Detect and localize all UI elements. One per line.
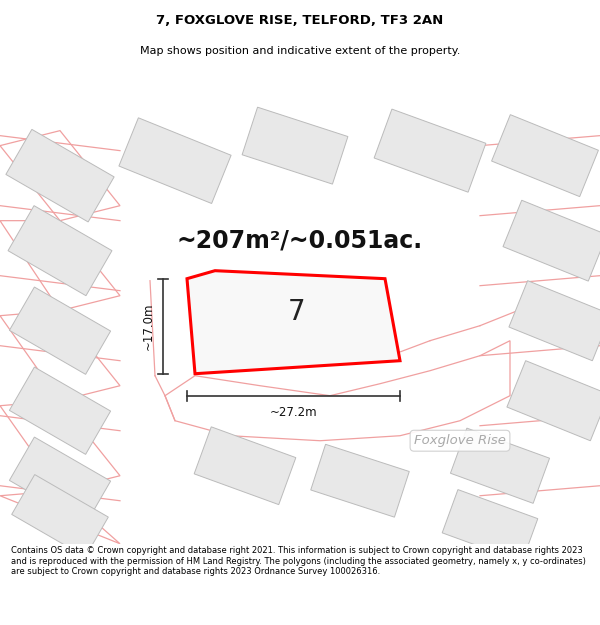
Polygon shape bbox=[187, 271, 400, 374]
Polygon shape bbox=[311, 444, 409, 517]
Text: ~17.0m: ~17.0m bbox=[142, 302, 155, 350]
Polygon shape bbox=[10, 287, 110, 374]
Text: Map shows position and indicative extent of the property.: Map shows position and indicative extent… bbox=[140, 46, 460, 56]
Polygon shape bbox=[10, 437, 110, 524]
Text: Contains OS data © Crown copyright and database right 2021. This information is : Contains OS data © Crown copyright and d… bbox=[11, 546, 586, 576]
Polygon shape bbox=[509, 281, 600, 361]
Polygon shape bbox=[11, 474, 109, 557]
Polygon shape bbox=[10, 367, 110, 454]
Text: 7, FOXGLOVE RISE, TELFORD, TF3 2AN: 7, FOXGLOVE RISE, TELFORD, TF3 2AN bbox=[157, 14, 443, 28]
Polygon shape bbox=[6, 129, 114, 222]
Polygon shape bbox=[242, 107, 348, 184]
Polygon shape bbox=[507, 361, 600, 441]
Polygon shape bbox=[451, 428, 550, 503]
Polygon shape bbox=[8, 206, 112, 296]
Polygon shape bbox=[119, 118, 231, 204]
Polygon shape bbox=[442, 489, 538, 562]
Polygon shape bbox=[194, 427, 296, 504]
Polygon shape bbox=[491, 114, 598, 197]
Polygon shape bbox=[374, 109, 486, 192]
Text: ~27.2m: ~27.2m bbox=[269, 406, 317, 419]
Text: ~207m²/~0.051ac.: ~207m²/~0.051ac. bbox=[177, 229, 423, 253]
Text: Foxglove Rise: Foxglove Rise bbox=[414, 434, 506, 447]
Text: 7: 7 bbox=[287, 299, 305, 326]
Polygon shape bbox=[503, 200, 600, 281]
